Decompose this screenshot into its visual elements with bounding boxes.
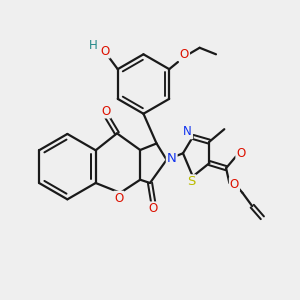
Text: O: O xyxy=(236,147,246,160)
Text: N: N xyxy=(183,125,192,138)
Text: O: O xyxy=(101,105,110,118)
Text: O: O xyxy=(230,178,239,191)
Text: O: O xyxy=(114,192,123,205)
Text: O: O xyxy=(100,44,110,58)
Text: O: O xyxy=(180,48,189,61)
Text: N: N xyxy=(167,152,177,165)
Text: H: H xyxy=(89,40,98,52)
Text: S: S xyxy=(187,175,196,188)
Text: O: O xyxy=(148,202,158,215)
